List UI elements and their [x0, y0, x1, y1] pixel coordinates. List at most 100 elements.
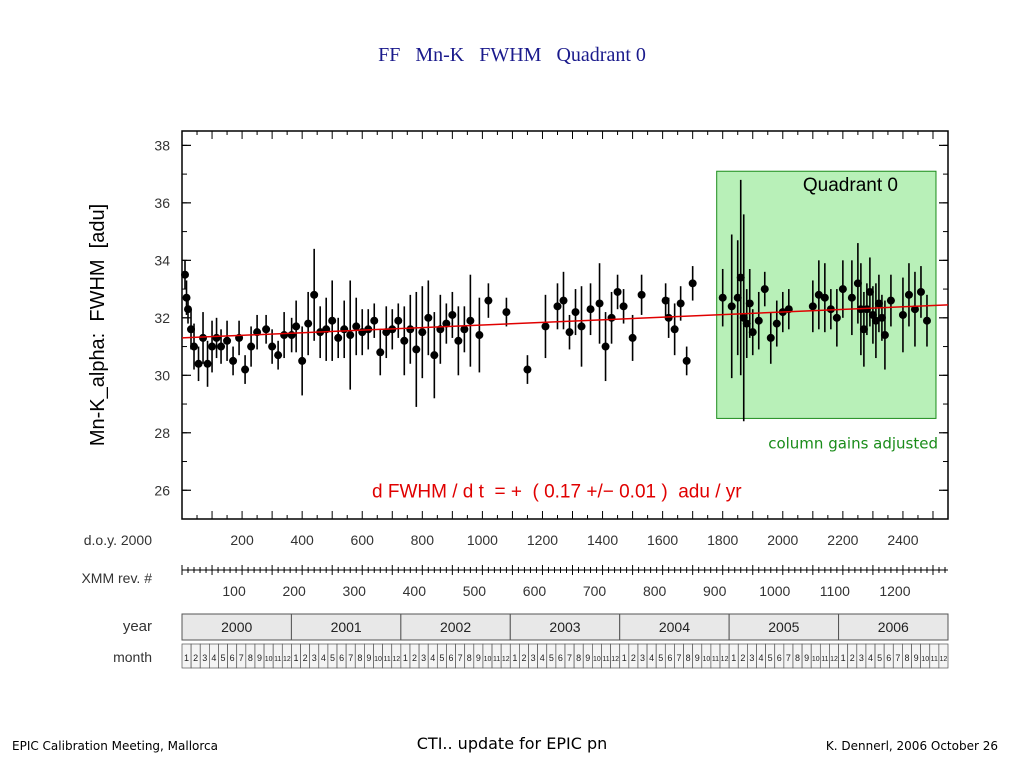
data-point — [559, 296, 568, 305]
data-point — [292, 322, 301, 331]
data-point — [814, 290, 823, 299]
data-point — [241, 365, 250, 374]
month-cell-label: 7 — [786, 653, 791, 663]
data-point — [820, 293, 829, 302]
year-cell — [181, 613, 292, 641]
data-point — [637, 290, 646, 299]
y-axis-ticks: 26 28 30 32 34 36 38 — [154, 137, 948, 520]
month-cell-label: 9 — [366, 653, 371, 663]
month-cell-label: 4 — [540, 653, 545, 663]
data-point — [199, 333, 208, 342]
year-cell — [619, 613, 730, 641]
year-cell-label: 2006 — [878, 619, 909, 635]
rev-tick-label: 100 — [222, 583, 246, 599]
year-cell-label: 2002 — [440, 619, 471, 635]
data-point — [190, 342, 199, 351]
data-point — [541, 322, 550, 331]
footer-talk-title: CTI.. update for EPIC pn — [416, 734, 608, 753]
month-cell-label: 6 — [230, 653, 235, 663]
data-point — [742, 319, 751, 328]
month-cell-label: 11 — [931, 656, 938, 663]
data-point — [334, 333, 343, 342]
doy-tick-label: 800 — [411, 532, 435, 548]
data-point — [661, 296, 670, 305]
month-cell-label: 4 — [649, 653, 654, 663]
data-point — [454, 336, 463, 345]
month-cell-label: 11 — [821, 656, 828, 663]
rev-tick-label: 900 — [703, 583, 727, 599]
data-point — [910, 305, 919, 314]
year-cell-label: 2000 — [221, 619, 252, 635]
data-point — [832, 313, 841, 322]
month-cell-label: 8 — [248, 653, 253, 663]
y-axis-label: Mn-K_alpha: FWHM [adu] — [87, 204, 109, 446]
month-cell-label: 1 — [512, 653, 517, 663]
month-cell-label: 3 — [312, 653, 317, 663]
month-cell-label: 4 — [321, 653, 326, 663]
month-cell-label: 6 — [667, 653, 672, 663]
data-point — [682, 356, 691, 365]
data-point — [874, 299, 883, 308]
data-point — [223, 336, 232, 345]
doy-tick-label: 2000 — [767, 532, 798, 548]
data-point — [664, 313, 673, 322]
data-point — [838, 285, 847, 294]
month-cell-label: 9 — [585, 653, 590, 663]
data-point — [460, 325, 469, 334]
month-cell-label: 4 — [759, 653, 764, 663]
data-point — [619, 302, 628, 311]
data-point — [442, 319, 451, 328]
y-tick-label: 34 — [154, 252, 170, 268]
y-tick-label: 32 — [154, 310, 170, 326]
month-cell-label: 9 — [476, 653, 481, 663]
data-point — [424, 313, 433, 322]
data-point — [346, 331, 355, 340]
month-cell-label: 5 — [549, 653, 554, 663]
month-cell-label: 8 — [576, 653, 581, 663]
y-tick-label: 38 — [154, 137, 170, 153]
rev-tick-label: 1200 — [879, 583, 910, 599]
month-cell-label: 1 — [293, 653, 298, 663]
data-point — [370, 316, 379, 325]
rev-tick-label: 500 — [463, 583, 487, 599]
data-point — [310, 290, 319, 299]
month-cell-label: 6 — [777, 653, 782, 663]
footer-author-date: K. Dennerl, 2006 October 26 — [825, 739, 998, 753]
data-point — [862, 305, 871, 314]
data-point — [898, 310, 907, 319]
data-point — [922, 316, 931, 325]
month-cell-label: 10 — [702, 656, 710, 663]
month-cell-label: 2 — [850, 653, 855, 663]
month-cell-label: 11 — [384, 656, 391, 663]
month-cell-label: 1 — [841, 653, 846, 663]
month-cell-label: 10 — [921, 656, 929, 663]
year-cell-label: 2004 — [659, 619, 690, 635]
month-cell-label: 11 — [602, 656, 609, 663]
year-row: 2000 2001 2002 2003 2004 2005 2006 — [181, 613, 949, 641]
month-cell-label: 11 — [493, 656, 500, 663]
doy-tick-label: 1600 — [647, 532, 678, 548]
data-point — [577, 322, 586, 331]
month-cell-label: 8 — [795, 653, 800, 663]
doy-tick-label: 2400 — [887, 532, 918, 548]
data-point — [400, 336, 409, 345]
data-point — [394, 316, 403, 325]
data-point — [262, 325, 271, 334]
y-tick-label: 30 — [154, 367, 170, 383]
data-point — [736, 273, 745, 282]
data-point — [586, 305, 595, 314]
data-point — [523, 365, 532, 374]
data-point — [565, 328, 574, 337]
month-cell-label: 8 — [467, 653, 472, 663]
month-row: 1 2 3 4 5 6 7 8 9 10 11 12 1 2 3 4 5 6 7 8 9 10 11 12 1 2 3 4 5 6 7 8 9 1… — [181, 643, 949, 669]
doy-axis-label: d.o.y. 2000 — [84, 532, 152, 548]
year-cell — [838, 613, 949, 641]
month-cell-label: 11 — [274, 656, 281, 663]
month-cell-label: 3 — [749, 653, 754, 663]
data-point — [748, 328, 757, 337]
data-point — [853, 279, 862, 288]
data-point — [718, 293, 727, 302]
doy-tick-label: 1000 — [467, 532, 498, 548]
data-point — [595, 299, 604, 308]
data-point — [475, 331, 484, 340]
